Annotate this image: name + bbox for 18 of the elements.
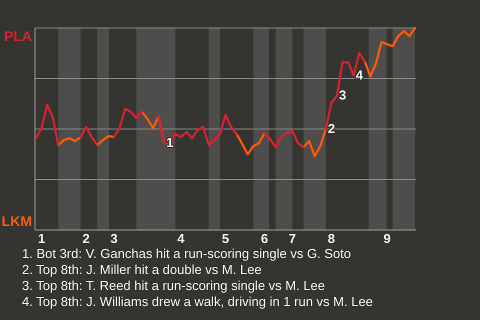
text: 4. Top 8th: J. Williams drew a walk, driving in 1 run vs M. Lee (22, 294, 373, 309)
text: PLA (4, 28, 32, 44)
x-tick-label: 1 (38, 231, 46, 246)
x-tick-label: 7 (288, 231, 296, 246)
text: 3. Top 8th: T. Reed hit a run-scoring single vs M. Lee (22, 278, 326, 293)
x-tick-label: 2 (82, 231, 90, 246)
x-tick-label: 4 (177, 231, 186, 246)
x-tick-label: 9 (384, 231, 391, 246)
annotation: 2 (328, 121, 336, 136)
x-tick-label: 5 (222, 231, 230, 246)
x-tick-label: 8 (328, 231, 336, 246)
text: 2. Top 8th: J. Miller hit a double vs M. Lee (22, 262, 262, 277)
annotation: 4 (356, 67, 364, 82)
x-tick-label: 3 (110, 231, 118, 246)
text: LKM (2, 213, 32, 229)
x-tick-label: 6 (260, 231, 268, 246)
text: 1. Bot 3rd: V. Ganchas hit a run-scoring single vs G. Soto (22, 246, 352, 261)
annotation: 3 (338, 88, 346, 103)
